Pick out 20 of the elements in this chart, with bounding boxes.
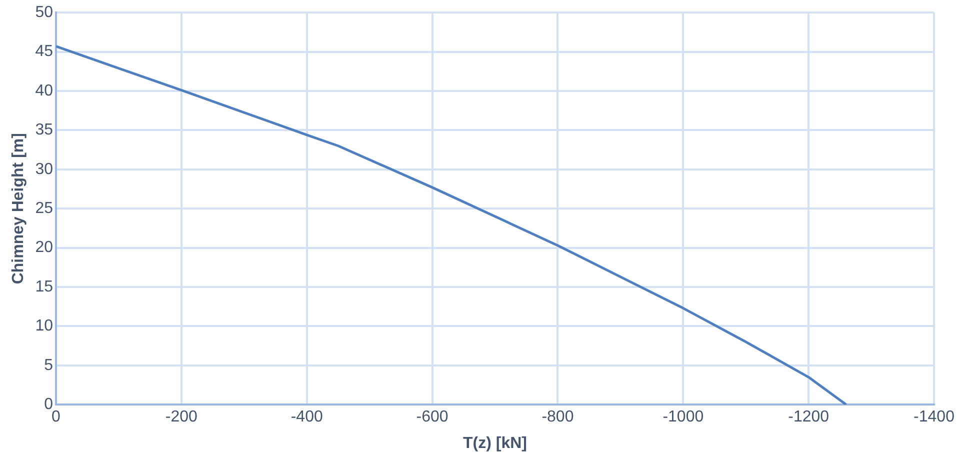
x-tick-label: -200: [165, 408, 198, 426]
x-tick-label: -1000: [662, 408, 704, 426]
x-tick-label: -1200: [788, 408, 830, 426]
y-tick-label: 40: [35, 82, 54, 100]
y-tick-label: 5: [44, 356, 54, 374]
y-axis-title: Chimney Height [m]: [10, 133, 28, 284]
x-tick-label: -1400: [914, 408, 955, 426]
y-tick-label: 20: [35, 239, 54, 256]
y-tick-label: 50: [35, 4, 54, 22]
y-tick-label: 10: [35, 318, 54, 335]
y-tick-label: 35: [35, 122, 54, 139]
x-tick-label: -800: [542, 408, 574, 426]
x-axis-title: T(z) [kN]: [463, 434, 527, 452]
y-tick-label: 15: [35, 278, 54, 296]
y-tick-label: 0: [44, 396, 54, 414]
y-tick-label: 25: [35, 200, 54, 218]
y-tick-label: 45: [35, 43, 54, 60]
y-tick-label: 30: [35, 160, 54, 178]
x-tick-label: -400: [290, 408, 323, 426]
x-tick-label: -600: [416, 408, 448, 426]
